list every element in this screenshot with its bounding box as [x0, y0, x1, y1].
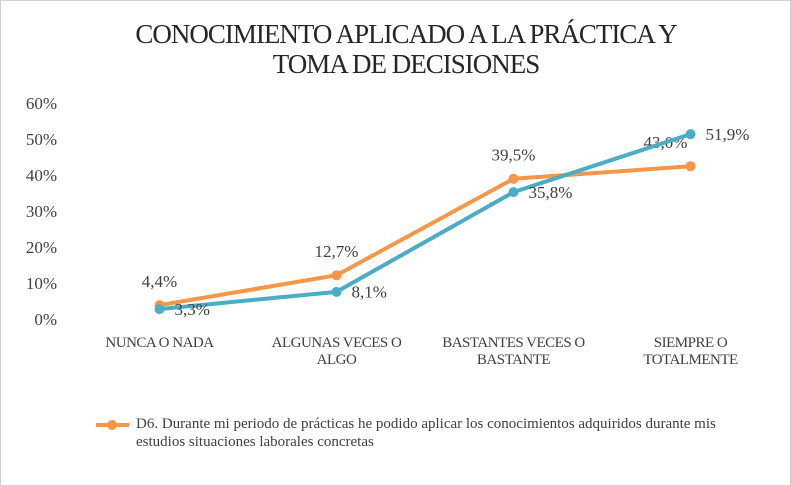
point: [331, 286, 342, 297]
line: [159, 164, 691, 308]
y-tick-label: 50%: [26, 130, 57, 149]
point: [331, 270, 342, 281]
y-tick-label: 30%: [26, 202, 57, 221]
line: [159, 132, 692, 312]
x-tick-label: SIEMPRE O TOTALMENTE: [643, 335, 738, 368]
point: [508, 187, 519, 198]
chart-title: CONOCIMIENTO APLICADO A LA PRÁCTICA Y: [135, 19, 677, 49]
data-label: 39,5%: [492, 146, 536, 165]
data-label: 51,9%: [706, 125, 750, 144]
point: [685, 161, 696, 172]
data-label: 4,4%: [142, 272, 177, 291]
data-label: 12,7%: [315, 242, 359, 261]
x-tick-label: BASTANTES VECES O BASTANTE: [442, 335, 585, 368]
data-label: 35,8%: [529, 183, 573, 202]
x-tick-label: ALGUNAS VECES O ALGO: [271, 335, 402, 368]
x-tick-label: NUNCA O NADA: [105, 335, 214, 351]
data-label: 3,3%: [175, 300, 210, 319]
y-tick-label: 10%: [26, 274, 57, 293]
point: [508, 173, 519, 184]
point: [154, 304, 165, 315]
data-label: 8,1%: [352, 283, 387, 302]
legend-marker: [107, 420, 117, 430]
y-tick-label: 40%: [26, 166, 57, 185]
point: [685, 129, 696, 140]
y-tick-label: 0%: [34, 310, 57, 329]
chart-title: TOMA DE DECISIONES: [273, 49, 540, 79]
legend-label: D6. Durante mi periodo de prácticas he p…: [136, 416, 716, 450]
y-tick-label: 60%: [26, 94, 57, 113]
y-tick-label: 20%: [26, 238, 57, 257]
